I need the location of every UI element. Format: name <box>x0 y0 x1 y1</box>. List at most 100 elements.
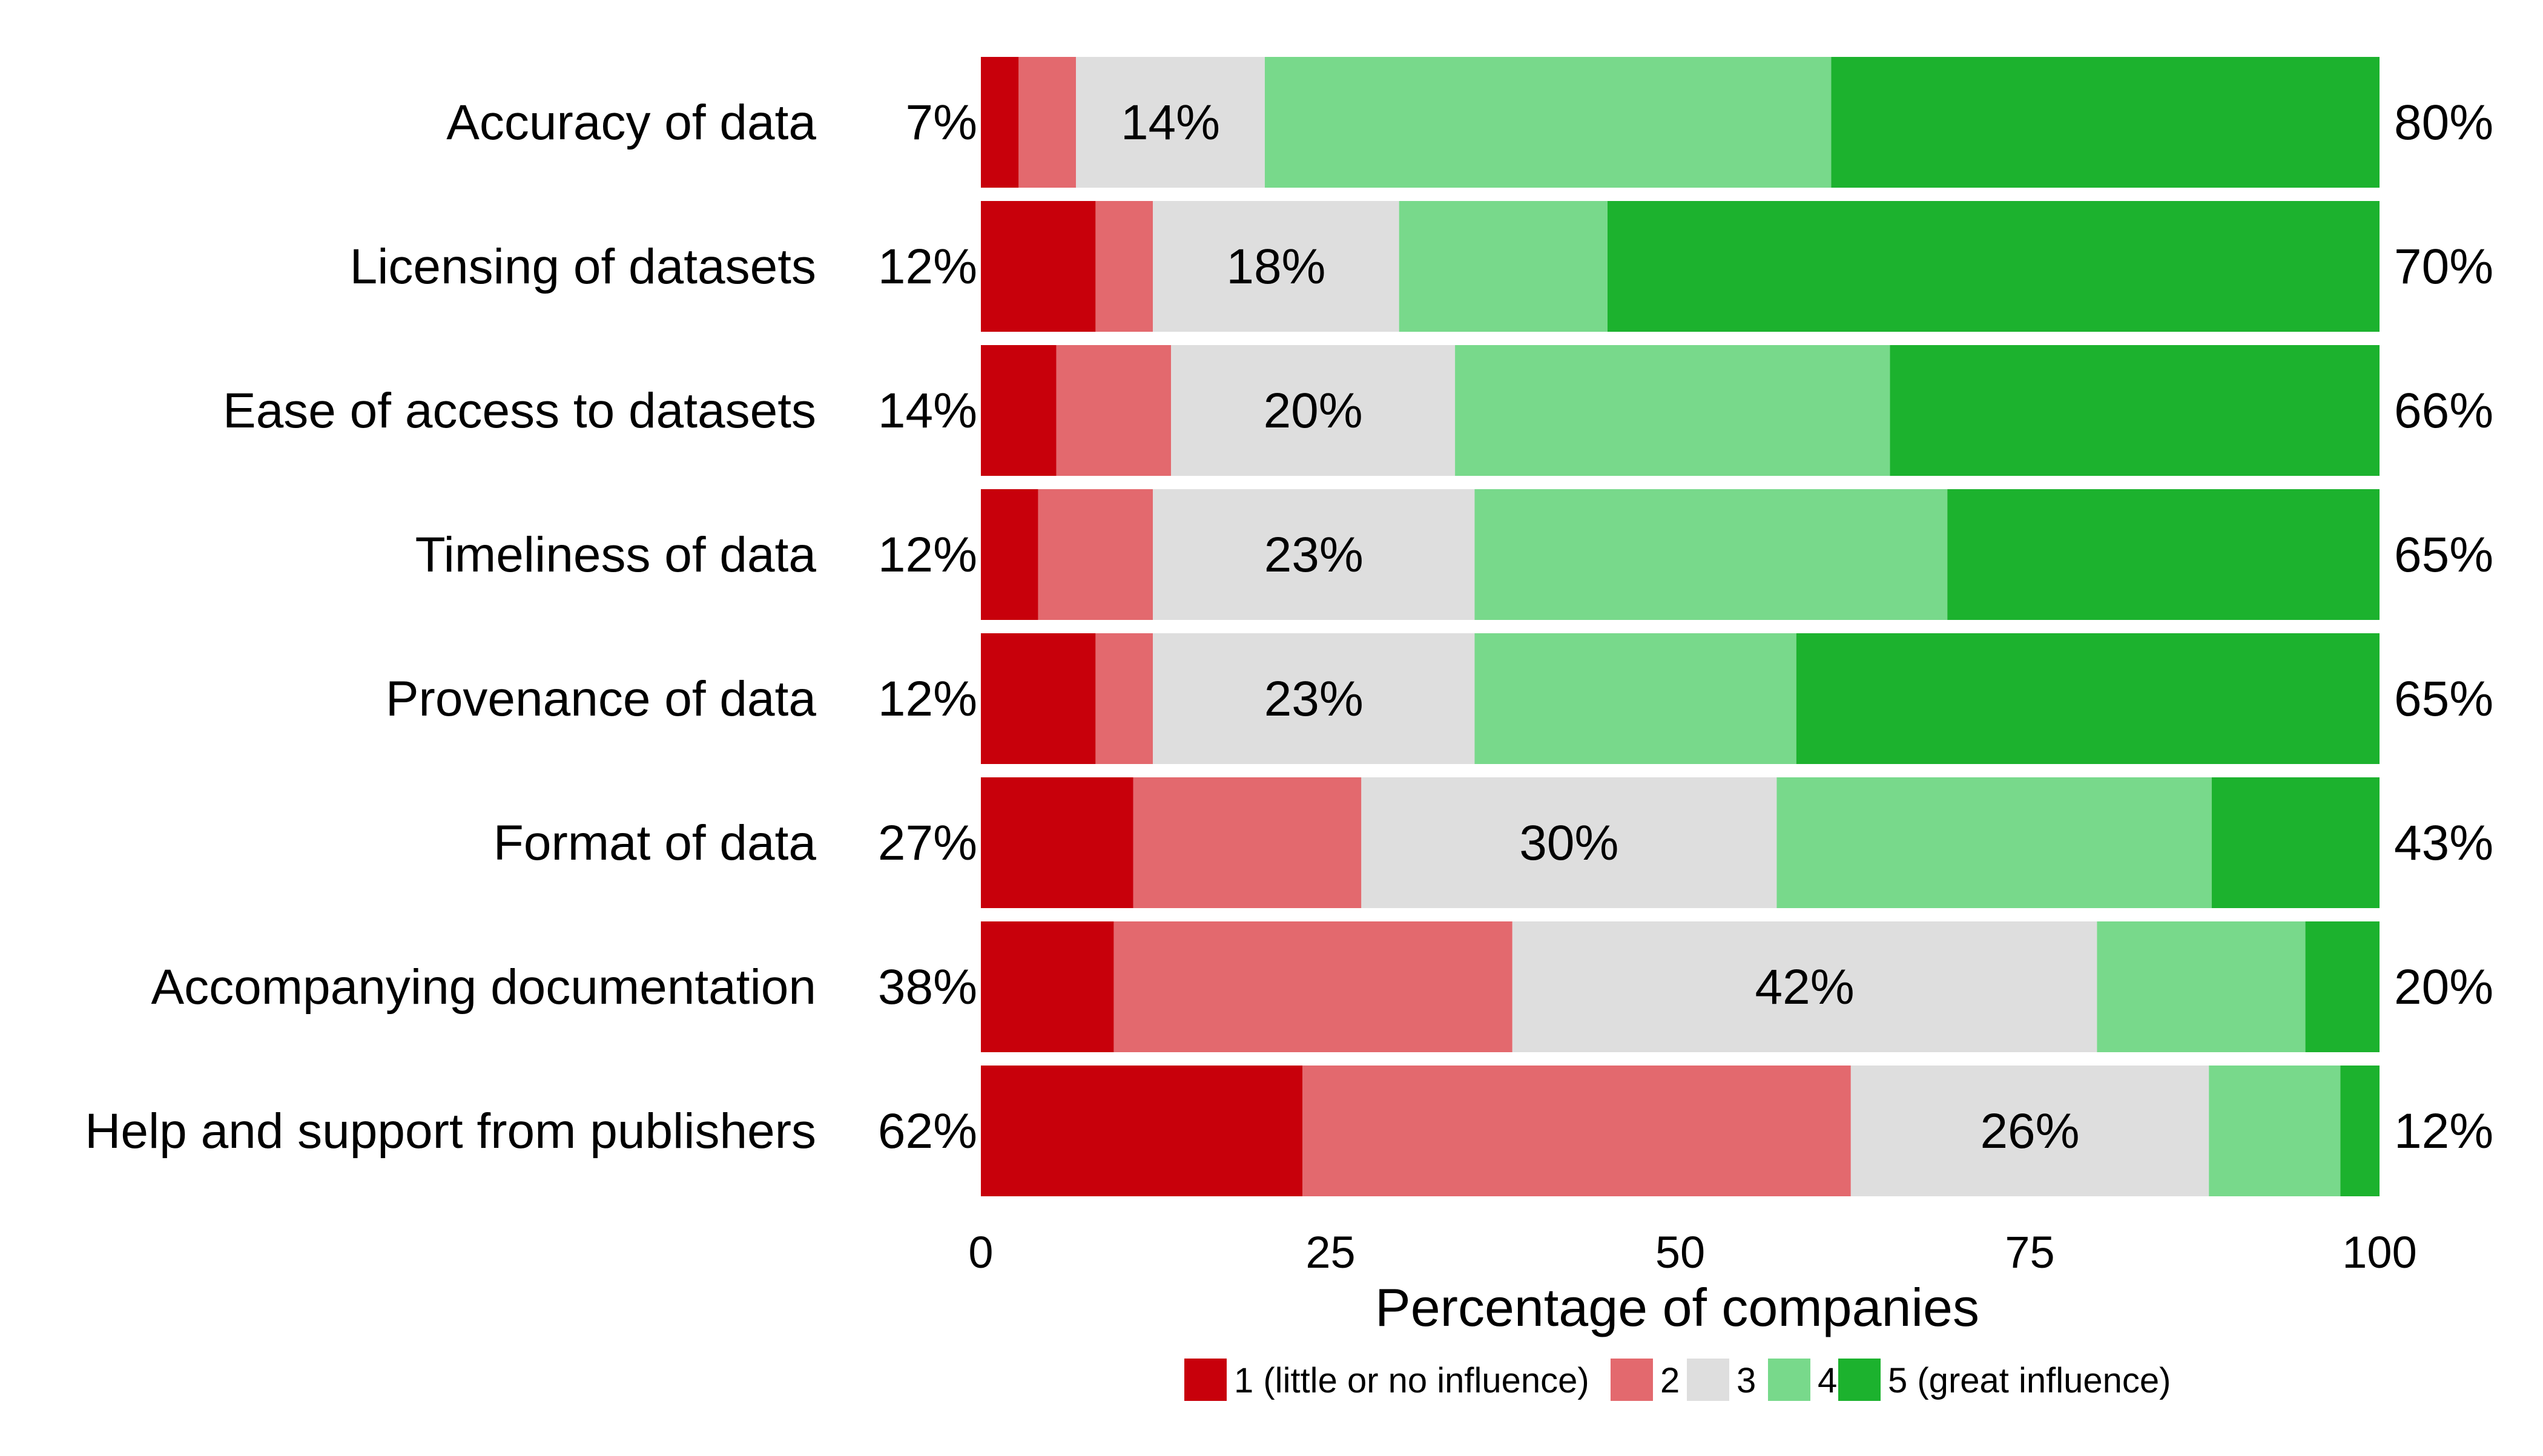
bar-segment-level-1 <box>981 921 1114 1052</box>
bar-segment-level-3 <box>1171 345 1456 476</box>
bar-segment-level-5 <box>2305 921 2380 1052</box>
bar-segment-level-2 <box>1095 633 1153 764</box>
bar-segment-level-4 <box>1264 57 1832 188</box>
category-label: Format of data <box>493 815 817 871</box>
bar-segment-level-4 <box>2097 921 2306 1052</box>
high-influence-percent: 12% <box>2394 1104 2493 1159</box>
neutral-percent: 26% <box>1980 1104 2079 1159</box>
low-influence-percent: 7% <box>905 95 977 150</box>
category-label: Ease of access to datasets <box>223 383 816 438</box>
bar-segment-level-4 <box>1455 345 1890 476</box>
bar-segment-level-1 <box>981 57 1019 188</box>
bar-segment-level-2 <box>1018 57 1077 188</box>
bar-segment-level-5 <box>1607 201 2380 332</box>
neutral-percent: 20% <box>1264 383 1363 438</box>
legend-label: 3 <box>1737 1361 1756 1400</box>
legend: 1 (little or no influence) 2 3 4 5 (great in… <box>1184 1359 2171 1401</box>
legend-item: 1 (little or no influence) <box>1184 1359 1589 1401</box>
bar-segment-level-3 <box>1153 633 1475 764</box>
category-label: Accuracy of data <box>446 95 816 150</box>
high-influence-percent: 80% <box>2394 95 2493 150</box>
bar-segment-level-1 <box>981 345 1057 476</box>
bar-segment-level-2 <box>1056 345 1172 476</box>
legend-label: 5 (great influence) <box>1888 1361 2171 1400</box>
legend-item: 3 <box>1687 1359 1756 1401</box>
bar-segment-level-1 <box>981 777 1133 908</box>
high-influence-percent: 70% <box>2394 239 2493 294</box>
legend-swatch <box>1838 1359 1881 1401</box>
bar-row <box>981 489 2380 620</box>
bar-segment-level-3 <box>1153 489 1475 620</box>
bar-segment-level-2 <box>1302 1066 1851 1196</box>
neutral-percent: 18% <box>1226 239 1325 294</box>
x-tick-label: 25 <box>1305 1227 1355 1277</box>
legend-item: 2 <box>1611 1359 1680 1401</box>
high-influence-percent: 65% <box>2394 671 2493 726</box>
low-influence-percent: 12% <box>878 239 977 294</box>
bar-segment-level-3 <box>1850 1066 2209 1196</box>
bar-segment-level-5 <box>1796 633 2380 764</box>
bar-segment-level-1 <box>981 1066 1303 1196</box>
low-influence-percent: 12% <box>878 671 977 726</box>
neutral-percent: 30% <box>1519 815 1618 871</box>
legend-item: 4 <box>1768 1359 1837 1401</box>
high-influence-percent: 66% <box>2394 383 2493 438</box>
category-label: Help and support from publishers <box>85 1104 816 1159</box>
x-tick-label: 50 <box>1655 1227 1705 1277</box>
high-influence-percent: 65% <box>2394 527 2493 582</box>
low-influence-percent: 12% <box>878 527 977 582</box>
labels-layer: Accuracy of data 7% 14% 80% Licensing of dat… <box>85 95 2493 1159</box>
legend-swatch <box>1184 1359 1227 1401</box>
bar-segment-level-5 <box>1831 57 2380 188</box>
category-label: Timeliness of data <box>415 527 817 582</box>
neutral-percent: 14% <box>1121 95 1220 150</box>
legend-label: 4 <box>1818 1361 1837 1400</box>
bar-segment-level-2 <box>1038 489 1153 620</box>
bar-segment-level-4 <box>2209 1066 2341 1196</box>
bar-segment-level-1 <box>981 489 1038 620</box>
bar-row <box>981 57 2380 188</box>
bar-segment-level-2 <box>1133 777 1362 908</box>
bar-segment-level-3 <box>1361 777 1777 908</box>
bar-segment-level-4 <box>1474 489 1948 620</box>
bar-segment-level-5 <box>1947 489 2380 620</box>
bar-segment-level-5 <box>2211 777 2380 908</box>
bar-row <box>981 921 2380 1052</box>
bar-row <box>981 201 2380 332</box>
bar-segment-level-5 <box>1890 345 2380 476</box>
high-influence-percent: 20% <box>2394 960 2493 1015</box>
low-influence-percent: 14% <box>878 383 977 438</box>
legend-label: 1 (little or no influence) <box>1234 1361 1589 1400</box>
legend-item: 5 (great influence) <box>1838 1359 2171 1401</box>
category-label: Provenance of data <box>386 671 817 726</box>
neutral-percent: 23% <box>1264 671 1364 726</box>
bar-segment-level-4 <box>1399 201 1608 332</box>
bars-layer <box>981 57 2380 1196</box>
x-axis-title: Percentage of companies <box>1375 1277 1979 1337</box>
bar-segment-level-4 <box>1776 777 2212 908</box>
legend-swatch <box>1611 1359 1653 1401</box>
category-label: Licensing of datasets <box>350 239 816 294</box>
bar-segment-level-3 <box>1153 201 1399 332</box>
bar-segment-level-5 <box>2340 1066 2380 1196</box>
x-tick-label: 0 <box>968 1227 993 1277</box>
bar-segment-level-3 <box>1512 921 2097 1052</box>
bar-segment-level-3 <box>1076 57 1265 188</box>
x-tick-label: 100 <box>2342 1227 2416 1277</box>
legend-swatch <box>1768 1359 1810 1401</box>
bar-segment-level-2 <box>1095 201 1153 332</box>
high-influence-percent: 43% <box>2394 815 2493 871</box>
legend-label: 2 <box>1660 1361 1680 1400</box>
low-influence-percent: 62% <box>878 1104 977 1159</box>
low-influence-percent: 27% <box>878 815 977 871</box>
bar-row <box>981 345 2380 476</box>
bar-segment-level-1 <box>981 201 1096 332</box>
x-tick-label: 75 <box>2005 1227 2054 1277</box>
bar-row <box>981 777 2380 908</box>
low-influence-percent: 38% <box>878 960 977 1015</box>
bar-segment-level-2 <box>1113 921 1512 1052</box>
category-label: Accompanying documentation <box>151 960 816 1015</box>
bar-row <box>981 1066 2380 1196</box>
